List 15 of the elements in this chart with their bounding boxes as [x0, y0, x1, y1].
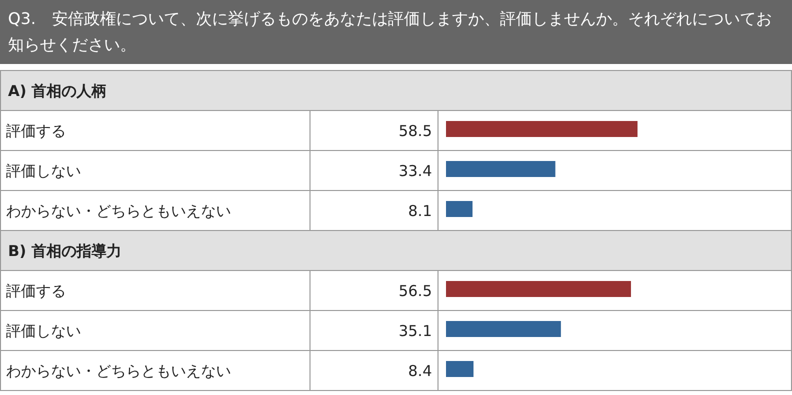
data-label: 35.1	[398, 322, 432, 340]
data-label: 33.4	[398, 162, 432, 180]
text: A) 首相の人柄	[8, 82, 107, 100]
data-label: 56.5	[398, 282, 432, 300]
y-tick-label: 評価する	[6, 122, 66, 140]
text: B) 首相の指導力	[8, 242, 122, 260]
data-label: 8.1	[408, 202, 432, 220]
text: Q3. 安倍政権について、次に挙げるものをあなたは評価しますか、評価しませんか。それぞれについてお知らせください。	[8, 8, 773, 56]
data-label: 8.4	[408, 362, 432, 380]
y-tick-label: わからない・どちらともいえない	[6, 362, 231, 380]
y-tick-label: わからない・どちらともいえない	[6, 202, 231, 220]
y-tick-label: 評価しない	[6, 162, 81, 180]
y-tick-label: 評価しない	[6, 322, 81, 340]
data-label: 58.5	[398, 122, 432, 140]
y-tick-label: 評価する	[6, 282, 66, 300]
